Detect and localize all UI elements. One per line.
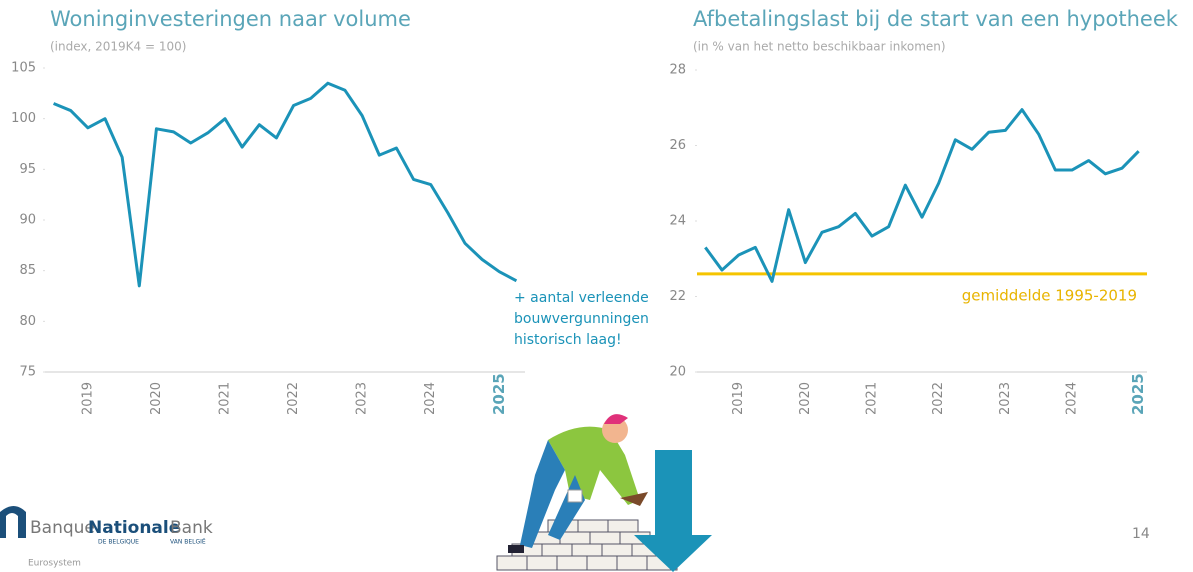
average-label: gemiddelde 1995-2019 bbox=[962, 286, 1137, 304]
x-tick-label: 2025 bbox=[1129, 373, 1147, 415]
slide: Banque Nationale Bank DE BELGIQUE VAN BE… bbox=[0, 0, 1193, 572]
annotation: historisch laag! bbox=[514, 332, 622, 348]
y-tick-label: 85 bbox=[19, 263, 36, 278]
line-series bbox=[705, 110, 1138, 282]
x-tick-label: 2022 bbox=[931, 382, 946, 415]
y-tick-label: 24 bbox=[669, 214, 686, 229]
x-tick-label: 2024 bbox=[423, 382, 438, 415]
x-tick-label: 2023 bbox=[998, 382, 1013, 415]
x-tick-label: 2024 bbox=[1065, 382, 1080, 415]
y-tick-label: 80 bbox=[19, 314, 36, 329]
x-tick-label: 2020 bbox=[798, 382, 813, 415]
y-tick-label: 105 bbox=[11, 61, 36, 76]
y-tick-label: 22 bbox=[669, 289, 686, 304]
logo-part: Nationale bbox=[88, 518, 180, 538]
chart-title: Afbetalingslast bij de start van een hyp… bbox=[693, 7, 1179, 31]
x-tick-label: 2019 bbox=[80, 382, 95, 415]
logo: Banque Nationale Bank DE BELGIQUE VAN BE… bbox=[0, 506, 213, 569]
logo-part: Bank bbox=[170, 518, 213, 538]
y-tick-label: 95 bbox=[19, 162, 36, 177]
y-tick-label: 28 bbox=[669, 63, 686, 78]
page-number: 14 bbox=[1132, 526, 1150, 542]
y-tick-label: 26 bbox=[669, 138, 686, 153]
y-tick-label: 20 bbox=[669, 365, 686, 380]
logo-sub: VAN BELGIË bbox=[170, 539, 206, 546]
annotation: bouwvergunningen bbox=[514, 311, 649, 327]
x-tick-label: 2023 bbox=[355, 382, 370, 415]
y-tick-label: 100 bbox=[11, 111, 36, 126]
logo-sub: DE BELGIQUE bbox=[98, 539, 139, 546]
logo-part: Banque bbox=[30, 518, 95, 538]
line-series bbox=[54, 83, 517, 286]
x-tick-label: 2019 bbox=[731, 382, 746, 415]
x-tick-label: 2021 bbox=[865, 382, 880, 415]
x-tick-label: 2021 bbox=[218, 382, 233, 415]
x-tick-label: 2025 bbox=[490, 373, 508, 415]
x-tick-label: 2020 bbox=[149, 382, 164, 415]
eurosystem: Eurosystem bbox=[28, 559, 81, 569]
chart-subtitle: (in % van het netto beschikbaar inkomen) bbox=[693, 40, 946, 54]
y-tick-label: 75 bbox=[19, 365, 36, 380]
chart-subtitle: (index, 2019K4 = 100) bbox=[50, 40, 186, 54]
chart-title: Woninginvesteringen naar volume bbox=[50, 7, 411, 31]
illustration bbox=[497, 414, 712, 572]
x-tick-label: 2022 bbox=[286, 382, 301, 415]
y-tick-label: 90 bbox=[19, 213, 36, 228]
annotation: + aantal verleende bbox=[514, 290, 649, 306]
